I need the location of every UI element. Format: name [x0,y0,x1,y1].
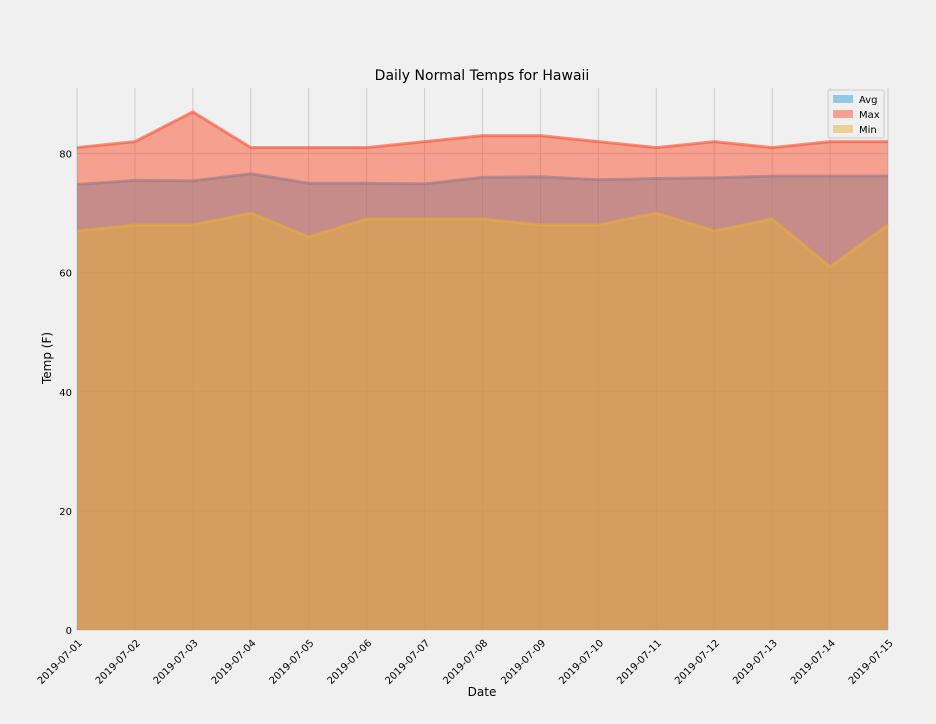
x-tick-label: 2019-07-07 [383,638,432,687]
legend-label-min: Min [859,125,877,136]
data-point-max [249,146,252,149]
data-point-min [771,218,774,221]
data-point-min [365,218,368,221]
series-line-min [76,211,889,269]
legend: Avg Max Min [827,89,885,139]
data-point-max [597,140,600,143]
area-series [76,110,890,631]
y-tick-label: 0 [66,626,72,637]
x-tick-label: 2019-07-06 [326,638,375,687]
data-point-max [307,146,310,149]
legend-label-max: Max [859,110,880,121]
x-tick-label: 2019-07-10 [557,638,606,687]
data-point-max [133,140,136,143]
data-point-min [539,223,542,226]
legend-swatch-min [833,125,853,133]
data-point-min [191,223,194,226]
data-point-max [539,134,542,137]
x-tick-label: 2019-07-03 [152,638,201,687]
y-tick-label: 60 [59,269,72,280]
x-tick-label: 2019-07-13 [731,638,780,687]
x-tick-label: 2019-07-02 [94,638,143,687]
x-tick-label: 2019-07-15 [847,638,896,687]
y-tick-label: 80 [59,150,72,161]
y-axis-label: Temp (F) [40,332,54,385]
data-point-max [191,110,194,113]
legend-swatch-max [833,110,853,118]
data-point-min [481,218,484,221]
series-line-max [76,110,888,150]
data-point-min [76,229,79,232]
x-tick-label: 2019-07-12 [673,638,722,687]
data-point-max [887,140,890,143]
data-point-max [829,140,832,143]
data-point-max [771,146,774,149]
data-point-max [423,140,426,143]
data-point-min [829,265,832,268]
data-point-min [713,229,716,232]
data-point-max [655,146,658,149]
chart-title: Daily Normal Temps for Hawaii [375,68,590,84]
data-point-min [597,223,600,226]
legend-swatch-avg [833,95,853,103]
area-fill-min [77,213,888,631]
data-point-min [423,218,426,221]
data-point-max [76,146,79,149]
data-point-min [133,223,136,226]
data-point-max [365,146,368,149]
x-tick-label: 2019-07-04 [210,638,259,687]
data-point-min [249,212,252,215]
x-axis-label: Date [468,685,497,699]
data-point-min [307,235,310,238]
x-tick-label: 2019-07-05 [268,638,317,687]
data-point-max [481,134,484,137]
data-point-min [655,212,658,215]
data-point-min [887,223,890,226]
x-tick-label: 2019-07-01 [36,638,85,687]
y-tick-label: 40 [59,388,72,399]
y-tick-label: 20 [59,507,72,518]
x-tick-label: 2019-07-11 [615,638,664,687]
legend-label-avg: Avg [859,95,878,106]
x-tick-label: 2019-07-14 [789,638,838,687]
data-point-max [713,140,716,143]
x-tick-label: 2019-07-09 [499,638,548,687]
x-tick-label: 2019-07-08 [441,638,490,687]
